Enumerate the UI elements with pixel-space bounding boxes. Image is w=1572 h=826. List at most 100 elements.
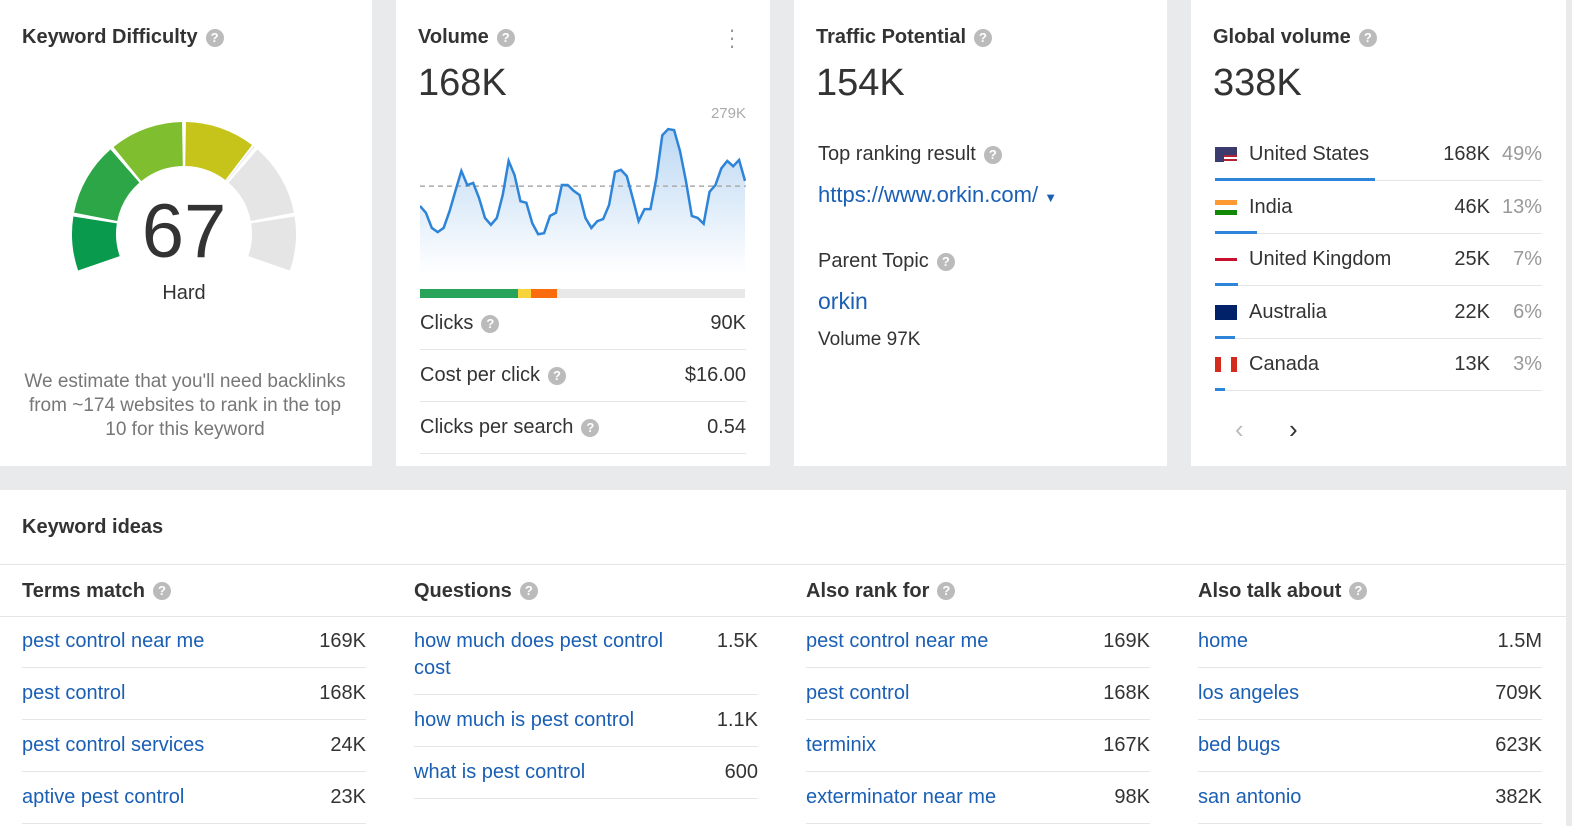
country-share-bar [1215,388,1225,391]
country-share-bar [1215,230,1258,234]
country-percent: 13% [1501,195,1542,218]
keyword-link[interactable]: pest control [22,682,126,704]
keyword-volume: 600 [724,761,758,783]
volume-card: Volume? · · · 168K 279K Clicks? 90K Cost per… [396,0,770,466]
country-percent: 7% [1513,248,1542,270]
help-icon[interactable]: ? [983,145,1002,164]
country-row[interactable]: United Kingdom 25K 7% [1215,234,1542,286]
column-title: Also rank for? [806,566,1150,616]
keyword-volume: 169K [319,630,366,652]
prev-page-button[interactable]: ‹ [1235,414,1244,444]
country-row[interactable]: United States 168K 49% [1215,129,1542,181]
country-row[interactable]: India 46K 13% [1215,182,1542,234]
position-bar-segment [517,289,531,298]
kd-label: Hard [162,282,206,304]
help-icon[interactable]: ? [496,28,515,47]
us-flag-icon [1215,147,1237,162]
country-name: India [1249,195,1293,218]
help-icon[interactable]: ? [936,252,955,271]
divider [0,564,1566,565]
keyword-difficulty-card: Keyword Difficulty? 67 Hard We estimate … [0,0,372,466]
column-title: Also talk about? [1198,566,1542,616]
more-menu-icon[interactable]: · · · [728,17,736,58]
keyword-volume: 382K [1495,786,1542,808]
traffic-potential-card: Traffic Potential? 154K Top ranking resu… [794,0,1167,466]
keyword-volume: 23K [330,786,366,808]
volume-line [420,127,746,236]
gauge-segment [248,216,296,271]
country-name: Canada [1249,353,1320,375]
country-name: Australia [1249,300,1327,323]
help-icon[interactable]: ? [519,582,538,600]
position-bar-segment [556,289,745,298]
keyword-link[interactable]: terminix [806,734,877,756]
keyword-link[interactable]: los angeles [1198,682,1300,704]
position-bar-segment [420,289,518,298]
gauge-segment [226,146,255,182]
keyword-link[interactable]: what is pest control [414,761,586,783]
help-icon[interactable]: ? [153,582,172,600]
keyword-ideas-column: Also talk about? home 1.5M los angeles 709K b… [1198,566,1542,824]
keyword-row: terminix 167K [806,720,1150,772]
metric-value: 90K [710,312,746,334]
volume-area [420,129,745,274]
position-distribution-bar [420,289,745,298]
column-title: Terms match? [22,566,366,616]
keyword-link[interactable]: how much does pest control cost [414,630,664,679]
help-icon[interactable]: ? [548,366,567,385]
parent-topic-volume: Volume 97K [818,329,921,350]
keyword-volume: 168K [1103,682,1150,704]
help-icon[interactable]: ? [974,28,993,47]
help-icon[interactable]: ? [205,28,224,47]
keyword-link[interactable]: pest control near me [22,630,205,652]
keyword-row: what is pest control 600 [414,747,758,799]
country-row[interactable]: Australia 22K 6% [1215,287,1542,339]
keyword-link[interactable]: exterminator near me [806,786,997,808]
kd-description: We estimate that you'll need backlinks f… [24,371,346,440]
au-flag-icon [1215,304,1237,320]
column-title: Questions? [414,566,758,616]
keyword-row: pest control near me 169K [22,616,366,668]
help-icon[interactable]: ? [1349,582,1368,600]
help-icon[interactable]: ? [1358,28,1377,47]
keyword-link[interactable]: how much is pest control [414,709,635,731]
keyword-row: pest control 168K [806,668,1150,720]
keyword-link[interactable]: home [1198,630,1249,652]
top-ranking-url[interactable]: https://www.orkin.com/ ▼ [818,182,1058,207]
help-icon[interactable]: ? [937,582,956,600]
keyword-volume: 169K [1103,630,1150,652]
keyword-link[interactable]: pest control [806,682,910,704]
keyword-row: exterminator near me 98K [806,772,1150,824]
country-row[interactable]: Canada 13K 3% [1215,339,1542,391]
keyword-volume: 24K [330,734,366,756]
keyword-link[interactable]: san antonio [1198,786,1302,808]
country-share-bar [1215,283,1238,286]
in-flag-icon [1215,199,1237,215]
help-icon[interactable]: ? [581,418,600,437]
keyword-link[interactable]: aptive pest control [22,786,185,808]
keyword-row: pest control 168K [22,668,366,720]
keyword-row: pest control near me 169K [806,616,1150,668]
keyword-link[interactable]: pest control near me [806,630,989,652]
keyword-link[interactable]: bed bugs [1198,734,1281,756]
tp-title: Traffic Potential? [816,26,993,49]
keyword-ideas-column: Also rank for? pest control near me 169K pe… [806,566,1150,824]
keyword-row: home 1.5M [1198,616,1542,668]
keyword-ideas-column: Terms match? pest control near me 169K pest… [22,566,366,824]
keyword-ideas-column: Questions? how much does pest control cos… [414,566,758,799]
help-icon[interactable]: ? [481,314,500,333]
metric-label: Clicks [420,312,474,334]
parent-topic-label: Parent Topic? [818,250,955,273]
keyword-row: pest control services 24K [22,720,366,772]
keyword-link[interactable]: pest control services [22,734,205,756]
caret-down-icon[interactable]: ▼ [1044,190,1058,205]
keyword-volume: 1.5M [1497,630,1542,652]
metric-value: 0.54 [707,416,746,438]
volume-max-label: 279K [710,105,746,122]
metric-value: $16.00 [684,364,746,386]
gauge-segment [74,149,141,222]
keyword-row: bed bugs 623K [1198,720,1542,772]
next-page-button[interactable]: › [1289,414,1298,444]
volume-title: Volume? [418,26,515,49]
parent-topic-link[interactable]: orkin [818,288,868,314]
